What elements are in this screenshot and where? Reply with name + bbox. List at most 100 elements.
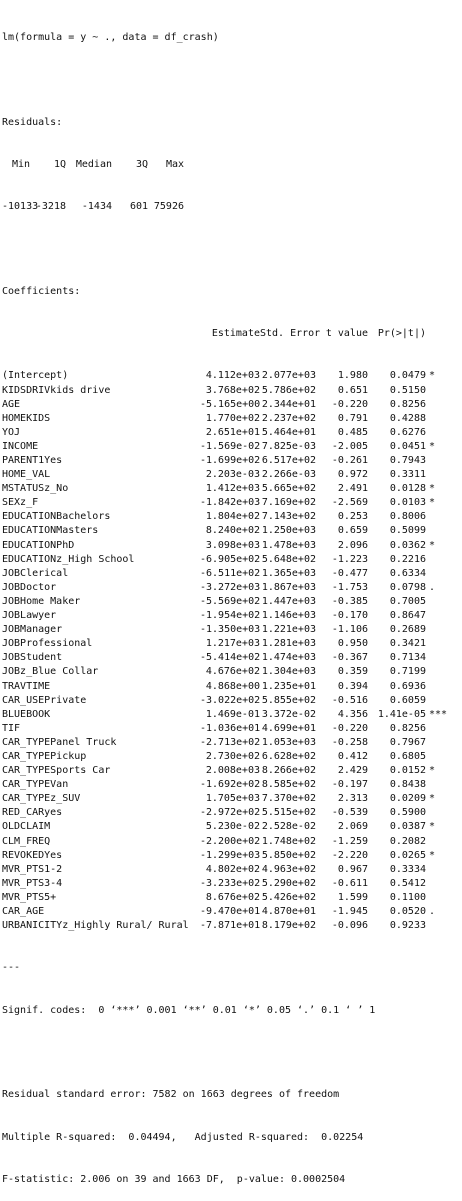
coef-term-name: OLDCLAIM (2, 821, 51, 833)
coef-t-value: -0.477 (331, 567, 368, 579)
coefficient-row: TIF -1.036e+01 4.699e+01 -0.220 0.8256 (2, 722, 462, 736)
coef-t-value: 0.791 (337, 412, 368, 424)
coef-estimate: 1.469e-01 (205, 708, 260, 720)
coef-p-value: 0.7134 (389, 652, 426, 664)
residuals-value-median: -1434 (81, 201, 112, 213)
coef-t-value: -0.516 (331, 694, 368, 706)
coef-std-error: 1.053e+03 (261, 736, 316, 748)
coef-term-name: RED_CARyes (2, 807, 63, 819)
coef-std-error: 5.515e+02 (261, 807, 316, 819)
coef-t-value: -2.220 (331, 849, 368, 861)
coef-t-value: -1.223 (331, 553, 368, 565)
coef-t-value: -1.753 (331, 581, 368, 593)
coef-std-error: 7.143e+02 (261, 511, 316, 523)
coef-term-name: JOBStudent (2, 652, 63, 664)
coef-std-error: 5.786e+02 (261, 384, 316, 396)
coefficient-row: OLDCLAIM 5.230e-02 2.528e-02 2.069 0.0387 * (2, 820, 462, 834)
residuals-header-row: Min 1Q Median 3Q Max (2, 158, 462, 172)
coef-estimate: 4.112e+03 (205, 370, 260, 382)
coefficient-row: MSTATUSz_No 1.412e+03 5.665e+02 2.491 0.0128… (2, 482, 462, 496)
coef-estimate: 3.768e+02 (205, 384, 260, 396)
coef-p-value: 0.0152 (389, 765, 426, 777)
coef-std-error: 1.304e+03 (261, 666, 316, 678)
coef-std-error: 6.628e+02 (261, 750, 316, 762)
coefficient-row: HOMEKIDS 1.770e+02 2.237e+02 0.791 0.4288 (2, 412, 462, 426)
coef-signif-stars (426, 722, 459, 736)
coef-p-value: 0.6334 (389, 567, 426, 579)
coef-estimate: -1.350e+03 (200, 624, 261, 636)
r-squared-line: Multiple R-squared: 0.04494, Adjusted R-… (2, 1131, 364, 1143)
residuals-title: Residuals: (2, 116, 63, 128)
coef-estimate: 8.240e+02 (205, 525, 260, 537)
coefficient-row: JOBz_Blue Collar 4.676e+02 1.304e+03 0.359 0… (2, 665, 462, 679)
coef-p-value: 0.6059 (389, 694, 426, 706)
coefficient-row: REVOKEDYes -1.299e+03 5.850e+02 -2.220 0.026… (2, 849, 462, 863)
coef-estimate: -5.569e+02 (200, 595, 261, 607)
coef-estimate: 1.217e+03 (205, 638, 260, 650)
coef-t-value: 1.980 (337, 370, 368, 382)
coefficient-row: RED_CARyes -2.972e+02 5.515e+02 -0.539 0.590… (2, 806, 462, 820)
coef-t-value: 0.950 (337, 638, 368, 650)
coef-estimate: 2.203e-03 (205, 469, 260, 481)
coef-header-estimate: Estimate (211, 328, 260, 340)
coef-std-error: 1.235e+01 (261, 680, 316, 692)
coef-t-value: -0.258 (331, 736, 368, 748)
coefficient-row: HOME_VAL 2.203e-03 2.266e-03 0.972 0.3311 (2, 468, 462, 482)
coefficient-row: CAR_TYPEVan -1.692e+02 8.585e+02 -0.197 0.84… (2, 778, 462, 792)
coef-term-name: HOME_VAL (2, 469, 51, 481)
coef-std-error: 1.478e+03 (261, 539, 316, 551)
f-statistic-line: F-statistic: 2.006 on 39 and 1663 DF, p-… (2, 1173, 346, 1185)
coef-p-value: 0.8438 (389, 779, 426, 791)
coef-p-value: 0.1100 (389, 891, 426, 903)
coef-t-value: -0.611 (331, 877, 368, 889)
coef-p-value: 0.6276 (389, 426, 426, 438)
coef-signif-stars (426, 595, 459, 609)
coefficients-header-row: Estimate Std. Error t value Pr(>|t|) (2, 327, 462, 341)
coefficient-row: URBANICITYz_Highly Rural/ Rural -7.871e+0… (2, 919, 462, 933)
coef-t-value: 0.359 (337, 666, 368, 678)
coef-t-value: 0.394 (337, 680, 368, 692)
coef-estimate: 3.098e+03 (205, 539, 260, 551)
coef-signif-stars (426, 778, 459, 792)
residuals-value-row: -10133 -3218 -1434 601 75926 (2, 200, 462, 214)
coef-estimate: 5.230e-02 (205, 821, 260, 833)
coef-estimate: -9.470e+01 (200, 906, 261, 917)
coef-estimate: -2.200e+02 (200, 835, 261, 847)
coef-estimate: -1.299e+03 (200, 849, 261, 861)
coef-t-value: -1.259 (331, 835, 368, 847)
coef-std-error: 2.344e+01 (261, 398, 316, 410)
coefficient-row: JOBLawyer -1.954e+02 1.146e+03 -0.170 0.8647 (2, 609, 462, 623)
coef-signif-stars: *** (429, 708, 448, 720)
coef-p-value: 0.0387 (389, 821, 426, 833)
coef-estimate: -5.165e+00 (200, 398, 261, 410)
coef-estimate: -1.954e+02 (200, 610, 261, 622)
coef-term-name: BLUEBOOK (2, 708, 51, 720)
coef-std-error: 1.221e+03 (261, 624, 316, 636)
coefficient-row: MVR_PTS3-4 -3.233e+02 5.290e+02 -0.611 0.541… (2, 877, 462, 891)
residuals-header-3q: 3Q (135, 159, 148, 171)
coef-p-value: 0.5412 (389, 877, 426, 889)
coef-term-name: KIDSDRIVkids drive (2, 384, 111, 396)
coef-signif-stars (426, 454, 459, 468)
coef-estimate: -1.699e+02 (200, 455, 261, 466)
coef-signif-stars (426, 680, 459, 694)
coef-t-value: -1.106 (331, 624, 368, 636)
coef-estimate: 8.676e+02 (205, 891, 260, 903)
coef-std-error: 1.748e+02 (261, 835, 316, 847)
residuals-value-1q: -3218 (35, 201, 66, 213)
residuals-header-median: Median (75, 159, 112, 171)
coef-std-error: 1.447e+03 (261, 595, 316, 607)
coef-p-value: 0.8256 (389, 398, 426, 410)
coef-signif-stars (426, 398, 459, 412)
coef-estimate: -5.414e+02 (200, 652, 261, 664)
coef-signif-stars (426, 919, 459, 933)
coef-signif-stars (426, 877, 459, 891)
coefficient-row: BLUEBOOK 1.469e-01 3.372e-02 4.356 1.41e-05 *… (2, 708, 462, 722)
coef-std-error: 1.867e+03 (261, 581, 316, 593)
coef-signif-stars: * (429, 765, 436, 777)
coef-t-value: -0.096 (331, 920, 368, 932)
coef-p-value: 0.8256 (389, 722, 426, 734)
coef-estimate: 1.705e+03 (205, 793, 260, 805)
coef-p-value: 0.8006 (389, 511, 426, 523)
